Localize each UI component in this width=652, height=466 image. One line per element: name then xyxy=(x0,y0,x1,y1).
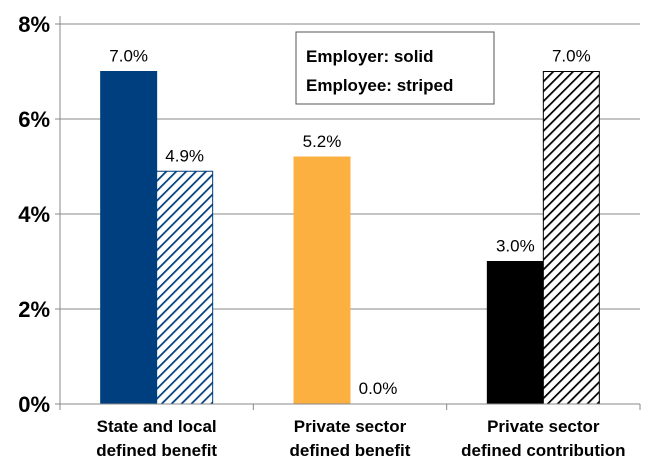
x-tick-labels: State and local defined benefit Private se… xyxy=(96,417,625,460)
y-tick-labels: 0% 2% 4% 6% 8% xyxy=(18,12,50,417)
bars xyxy=(100,71,600,405)
legend-line-employee: Employee: striped xyxy=(306,76,453,95)
x-tick-label: defined contribution xyxy=(461,441,625,460)
legend-box xyxy=(295,31,495,105)
legend: Employer: solid Employee: striped xyxy=(295,31,495,105)
x-tick-label: Private sector xyxy=(294,417,407,436)
bar-employee xyxy=(542,71,600,405)
x-tick-label: defined benefit xyxy=(96,441,217,460)
y-tick-label: 6% xyxy=(18,107,50,132)
bar-employer xyxy=(293,156,351,405)
y-tick-label: 4% xyxy=(18,202,50,227)
axes xyxy=(55,16,641,410)
bar-employer xyxy=(100,71,158,405)
x-tick-label: Private sector xyxy=(487,417,600,436)
data-label: 3.0% xyxy=(496,237,535,256)
legend-line-employer: Employer: solid xyxy=(306,47,434,66)
bar-employee xyxy=(156,170,214,405)
data-label: 7.0% xyxy=(552,47,591,66)
data-label: 4.9% xyxy=(165,146,204,165)
bar-employer xyxy=(486,261,544,405)
data-label: 5.2% xyxy=(303,132,342,151)
y-tick-label: 0% xyxy=(18,392,50,417)
x-tick-label: defined benefit xyxy=(290,441,411,460)
data-labels: 7.0% 4.9% 5.2% 0.0% 3.0% 7.0% xyxy=(109,47,590,399)
x-tick-label: State and local xyxy=(97,417,217,436)
data-label: 0.0% xyxy=(359,379,398,398)
data-label: 7.0% xyxy=(109,47,148,66)
y-tick-label: 2% xyxy=(18,297,50,322)
y-tick-label: 8% xyxy=(18,12,50,37)
